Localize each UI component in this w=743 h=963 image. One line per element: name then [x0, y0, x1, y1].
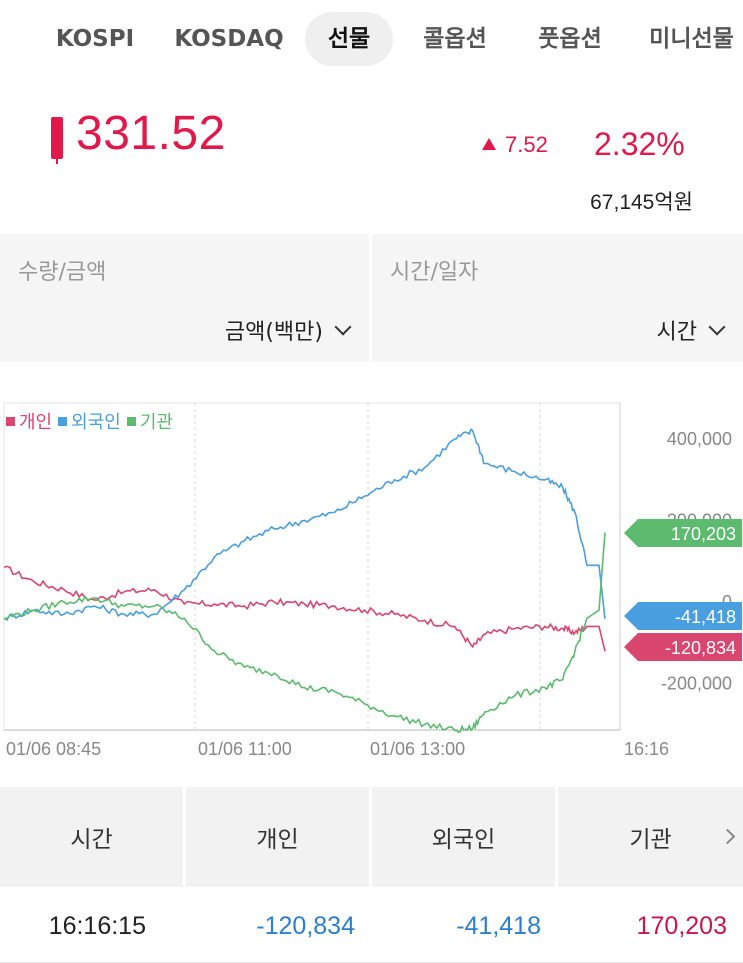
plot-frame — [3, 402, 621, 731]
legend-foreign: 외국인 — [58, 408, 121, 434]
candle-icon — [51, 117, 63, 164]
series-line-foreign — [3, 427, 606, 621]
chevron-down-icon — [708, 318, 726, 336]
quantity-amount-filter[interactable]: 수량/금액 금액(백만) — [0, 234, 369, 362]
chevron-down-icon — [334, 318, 352, 336]
dropdown-value: 금액(백만) — [224, 320, 323, 345]
y-tick-label: -200,000 — [661, 674, 732, 694]
end-value-tag — [624, 633, 742, 661]
legend-individual: 개인 — [6, 408, 52, 434]
tab-futures[interactable]: 선물 — [305, 12, 393, 66]
legend-swatch — [126, 416, 136, 426]
tab-put-options[interactable]: 풋옵션 — [538, 26, 602, 52]
cell-time: 16:16:15 — [48, 912, 146, 940]
cell-institution: 170,203 — [636, 912, 727, 940]
x-tick-label: 16:16 — [624, 739, 669, 759]
column-header-foreign: 외국인 — [372, 787, 555, 887]
column-header-time: 시간 — [0, 787, 183, 887]
trade-volume: 67,145억원 — [590, 191, 693, 214]
x-tick-label: 01/06 08:45 — [6, 739, 101, 759]
legend-label: 외국인 — [71, 412, 121, 433]
end-value-tag — [624, 602, 742, 630]
legend-label: 개인 — [19, 412, 53, 433]
end-value-tag — [624, 519, 742, 547]
dropdown-value: 시간 — [656, 320, 697, 345]
legend-institution: 기관 — [126, 408, 173, 434]
x-tick-label: 01/06 13:00 — [370, 739, 465, 759]
y-tick-label: 400,000 — [667, 429, 732, 449]
time-dropdown[interactable]: 시간 — [656, 314, 726, 346]
tab-kosdaq[interactable]: KOSDAQ — [174, 26, 284, 52]
end-value-label: -41,418 — [675, 607, 736, 627]
tab-kospi[interactable]: KOSPI — [55, 26, 135, 52]
column-header-label: 기관 — [629, 827, 672, 853]
filter-label: 시간/일자 — [390, 260, 479, 285]
price-change-percent: 2.32% — [594, 126, 685, 162]
legend-label: 기관 — [139, 412, 173, 433]
table-header: 시간 개인 외국인 기관 — [0, 787, 743, 887]
chart-legend: 개인 외국인 기관 — [6, 408, 173, 434]
series-line-individual — [3, 565, 606, 652]
end-value-label: -120,834 — [665, 638, 736, 658]
column-header-institution[interactable]: 기관 — [558, 787, 743, 887]
cell-individual: -120,834 — [256, 912, 355, 940]
chevron-right-icon[interactable] — [719, 828, 736, 845]
filter-label: 수량/금액 — [18, 260, 107, 285]
legend-swatch — [58, 416, 68, 426]
amount-dropdown[interactable]: 금액(백만) — [224, 314, 352, 346]
up-arrow-icon — [482, 138, 496, 150]
x-tick-label: 01/06 11:00 — [198, 739, 292, 759]
current-price: 331.52 — [76, 107, 226, 160]
tab-call-options[interactable]: 콜옵션 — [423, 26, 487, 52]
cell-foreign: -41,418 — [456, 912, 541, 940]
price-change: 7.52 — [505, 132, 548, 157]
tab-mini-futures[interactable]: 미니선물 — [649, 26, 734, 52]
time-date-filter[interactable]: 시간/일자 시간 — [372, 234, 743, 362]
column-header-individual: 개인 — [186, 787, 369, 887]
market-tabs: KOSPI KOSDAQ 선물 콜옵션 풋옵션 미니선물 — [0, 0, 743, 80]
table-row: 16:16:15 -120,834 -41,418 170,203 — [0, 890, 743, 963]
legend-swatch — [6, 416, 15, 426]
end-value-label: 170,203 — [671, 524, 736, 544]
series-line-institution — [3, 532, 606, 733]
